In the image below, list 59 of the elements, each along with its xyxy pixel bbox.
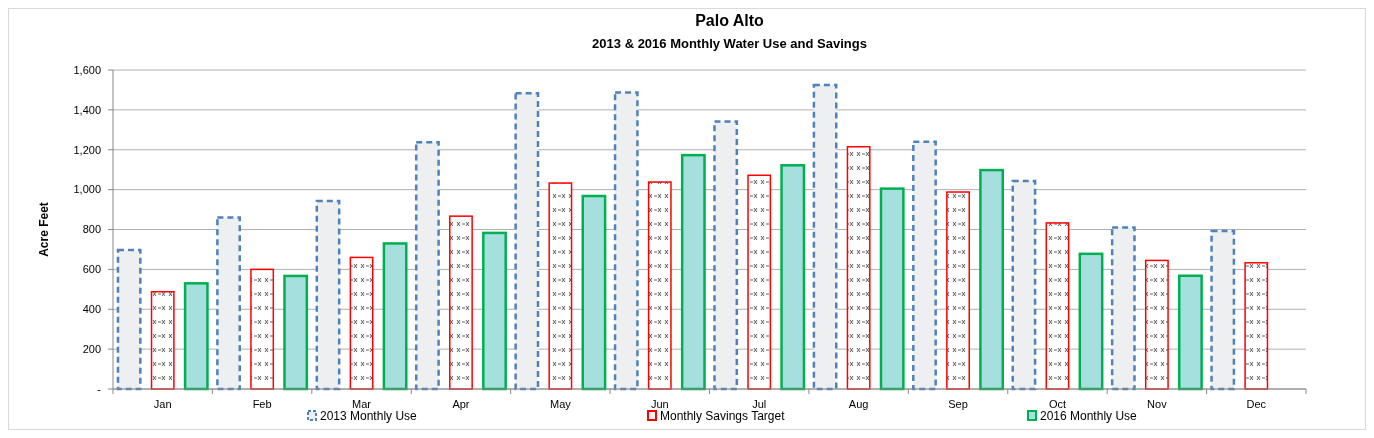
x-tick-label: Jun	[650, 398, 669, 410]
bar	[780, 164, 806, 391]
y-tick-label: 400	[82, 303, 101, 316]
bar	[548, 182, 573, 390]
bar	[216, 216, 242, 391]
bar	[613, 91, 639, 391]
x-tick-label: Feb	[252, 398, 272, 410]
bar	[879, 187, 905, 391]
bar	[283, 274, 309, 391]
y-tick-label: 200	[82, 342, 101, 355]
bar	[713, 120, 739, 391]
bar	[747, 174, 772, 390]
bar	[1144, 259, 1169, 390]
x-tick-label: Jul	[752, 398, 767, 410]
bar	[116, 248, 142, 391]
y-tick-label: 1,200	[73, 143, 101, 156]
bar	[912, 140, 937, 391]
y-axis-title: Acre Feet	[37, 202, 51, 257]
x-tick-label: Nov	[1147, 398, 1168, 410]
bar	[250, 268, 275, 390]
y-tick-label: -	[97, 382, 102, 395]
x-tick-label: Oct	[1048, 398, 1067, 410]
chart-title: Palo Alto	[695, 12, 765, 29]
bar	[449, 215, 473, 390]
bar	[1045, 222, 1070, 390]
y-tick-label: 800	[82, 223, 101, 236]
bar	[1110, 226, 1136, 391]
x-tick-label: Sep	[948, 398, 968, 410]
bar	[1244, 262, 1269, 390]
bar	[150, 290, 175, 390]
bar	[382, 242, 408, 391]
bar	[414, 140, 440, 391]
bar	[514, 92, 540, 391]
x-tick-label: Apr	[452, 398, 470, 410]
bar	[1011, 179, 1037, 391]
y-tick-label: 1,400	[73, 103, 101, 116]
x-tick-label: May	[549, 398, 572, 410]
bar	[812, 83, 838, 391]
x-tick-label: Jan	[153, 398, 172, 410]
bar	[680, 153, 706, 391]
bar	[183, 282, 209, 391]
x-tick-label: Aug	[848, 398, 869, 410]
bar	[1078, 252, 1104, 391]
bar	[315, 199, 341, 391]
x-tick-label: Dec	[1246, 398, 1267, 410]
y-tick-label: 1,000	[73, 183, 101, 196]
bar	[647, 181, 672, 390]
bar	[979, 168, 1005, 391]
bar	[846, 146, 871, 390]
chart-subtitle: 2013 & 2016 Monthly Water Use and Savings	[592, 36, 867, 51]
x-tick-label: Mar	[352, 398, 372, 410]
bar	[581, 194, 607, 391]
bar	[482, 231, 507, 391]
y-tick-label: 1,600	[73, 63, 101, 76]
bar	[946, 191, 970, 390]
bar	[1177, 274, 1203, 391]
bar	[349, 256, 374, 390]
y-tick-label: 600	[82, 263, 101, 276]
bar	[1210, 229, 1236, 391]
